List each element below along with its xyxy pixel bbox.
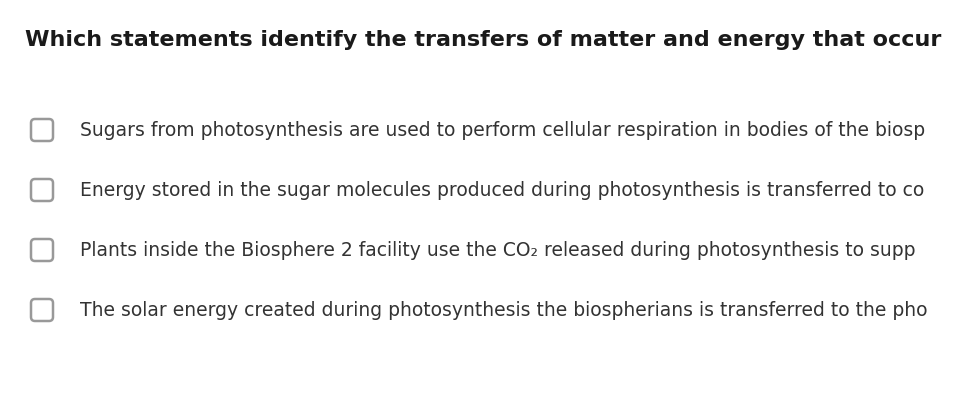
- Text: Which statements identify the transfers of matter and energy that occur: Which statements identify the transfers …: [25, 30, 949, 50]
- Text: Energy stored in the sugar molecules produced during photosynthesis is transferr: Energy stored in the sugar molecules pro…: [80, 180, 924, 200]
- Text: Sugars from photosynthesis are used to perform cellular respiration in bodies of: Sugars from photosynthesis are used to p…: [80, 120, 925, 140]
- Text: The solar energy created during photosynthesis the biospherians is transferred t: The solar energy created during photosyn…: [80, 300, 927, 320]
- Text: Plants inside the Biosphere 2 facility use the CO₂ released during photosynthesi: Plants inside the Biosphere 2 facility u…: [80, 240, 916, 260]
